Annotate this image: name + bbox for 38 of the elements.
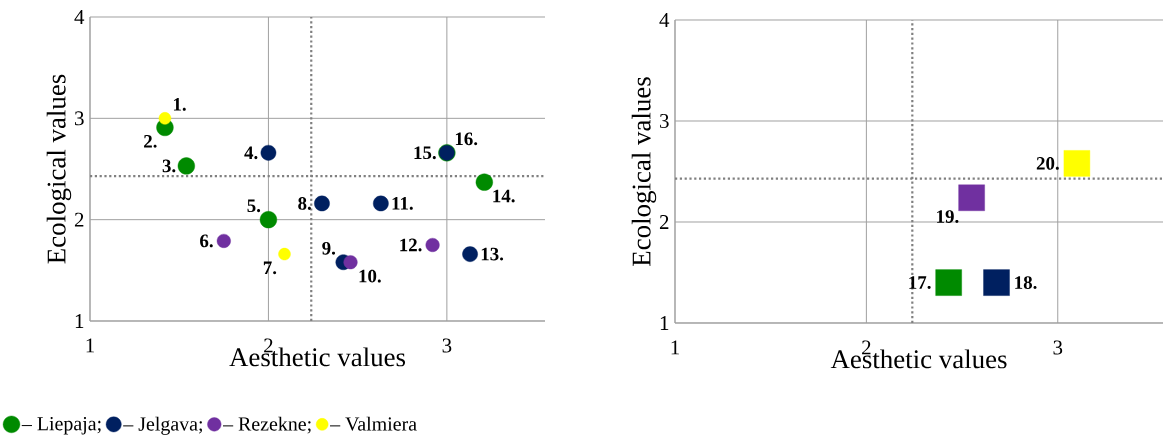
y-tick-label: 3 (75, 111, 84, 126)
annotation: 11. (392, 197, 413, 210)
annotation: 13. (481, 247, 504, 261)
x-tick-label: 1 (86, 338, 94, 353)
x-tick-label: 3 (1053, 340, 1063, 355)
y-tick-label: 4 (74, 10, 85, 24)
legend-label: – Rezekne; (222, 416, 311, 434)
y-axis-title: Ecological values (46, 74, 72, 264)
legend-label: – Liepaja; (21, 417, 101, 435)
y-tick-label: 3 (660, 113, 669, 129)
annotation: 16. (455, 132, 478, 146)
annotation: 1. (173, 98, 186, 111)
y-tick-label: 4 (659, 13, 670, 27)
annotation: 8. (298, 197, 311, 210)
y-tick-label: 2 (74, 212, 84, 227)
annotation: 2. (144, 134, 157, 148)
x-tick-label: 1 (671, 340, 679, 355)
annotation: 10. (359, 269, 381, 283)
y-tick-label: 1 (660, 316, 669, 330)
annotation: 4. (244, 146, 258, 160)
annotation: 20. (1036, 157, 1059, 170)
annotation: 15. (414, 146, 436, 160)
annotation: 19. (937, 210, 959, 223)
y-axis-title: Ecological values (631, 77, 657, 266)
y-tick-label: 1 (75, 314, 84, 328)
annotation: 18. (1015, 276, 1037, 290)
y-tick-label: 2 (659, 215, 669, 229)
annotation: 6. (200, 234, 213, 248)
x-tick-label: 3 (442, 338, 452, 353)
annotation: 17. (909, 276, 931, 289)
legend-label: – Valmiera (330, 416, 417, 431)
annotation: 5. (247, 199, 261, 213)
legend-label: – Jelgava; (123, 416, 202, 435)
annotation: 12. (400, 238, 422, 252)
annotation: 3. (162, 159, 176, 173)
annotation: 7. (263, 261, 277, 275)
annotation: 9. (322, 241, 336, 255)
annotation: 14. (493, 189, 515, 203)
